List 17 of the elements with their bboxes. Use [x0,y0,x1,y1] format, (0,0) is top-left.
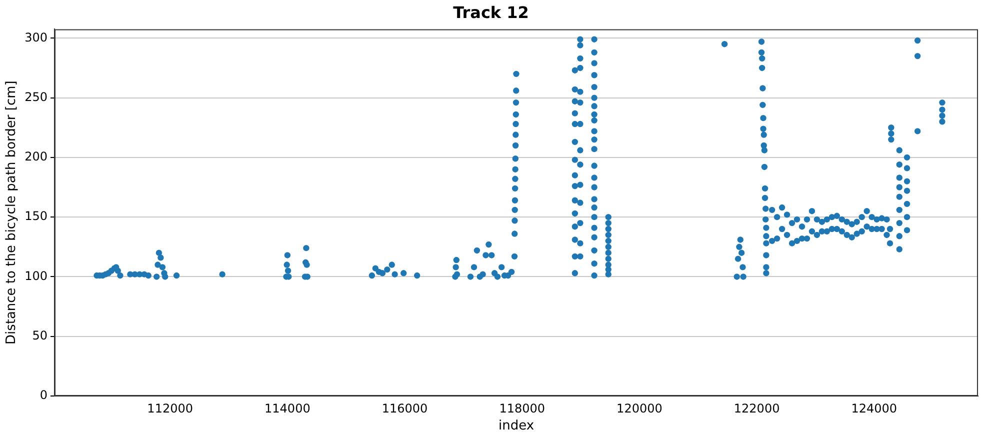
y-axis-title: Distance to the bicycle path border [cm] [4,80,20,345]
y-tick-label: 150 [24,209,48,224]
x-tick-label: 114000 [264,401,310,416]
x-axis-title: index [498,418,534,434]
y-tick-label: 200 [24,150,48,164]
y-tick-label: 100 [24,268,48,283]
y-tick-label: 50 [32,328,48,342]
chart-title: Track 12 [453,2,529,22]
y-tick-label: 300 [24,30,48,44]
x-tick-label: 118000 [499,401,546,416]
x-tick-label: 122000 [734,401,780,416]
y-tick-label: 250 [24,90,48,104]
x-tick-label: 120000 [616,401,662,416]
y-tick-label: 0 [40,388,48,402]
x-tick-label: 116000 [382,401,428,416]
x-tick-label: 112000 [147,401,193,416]
x-tick-label: 124000 [851,401,898,416]
